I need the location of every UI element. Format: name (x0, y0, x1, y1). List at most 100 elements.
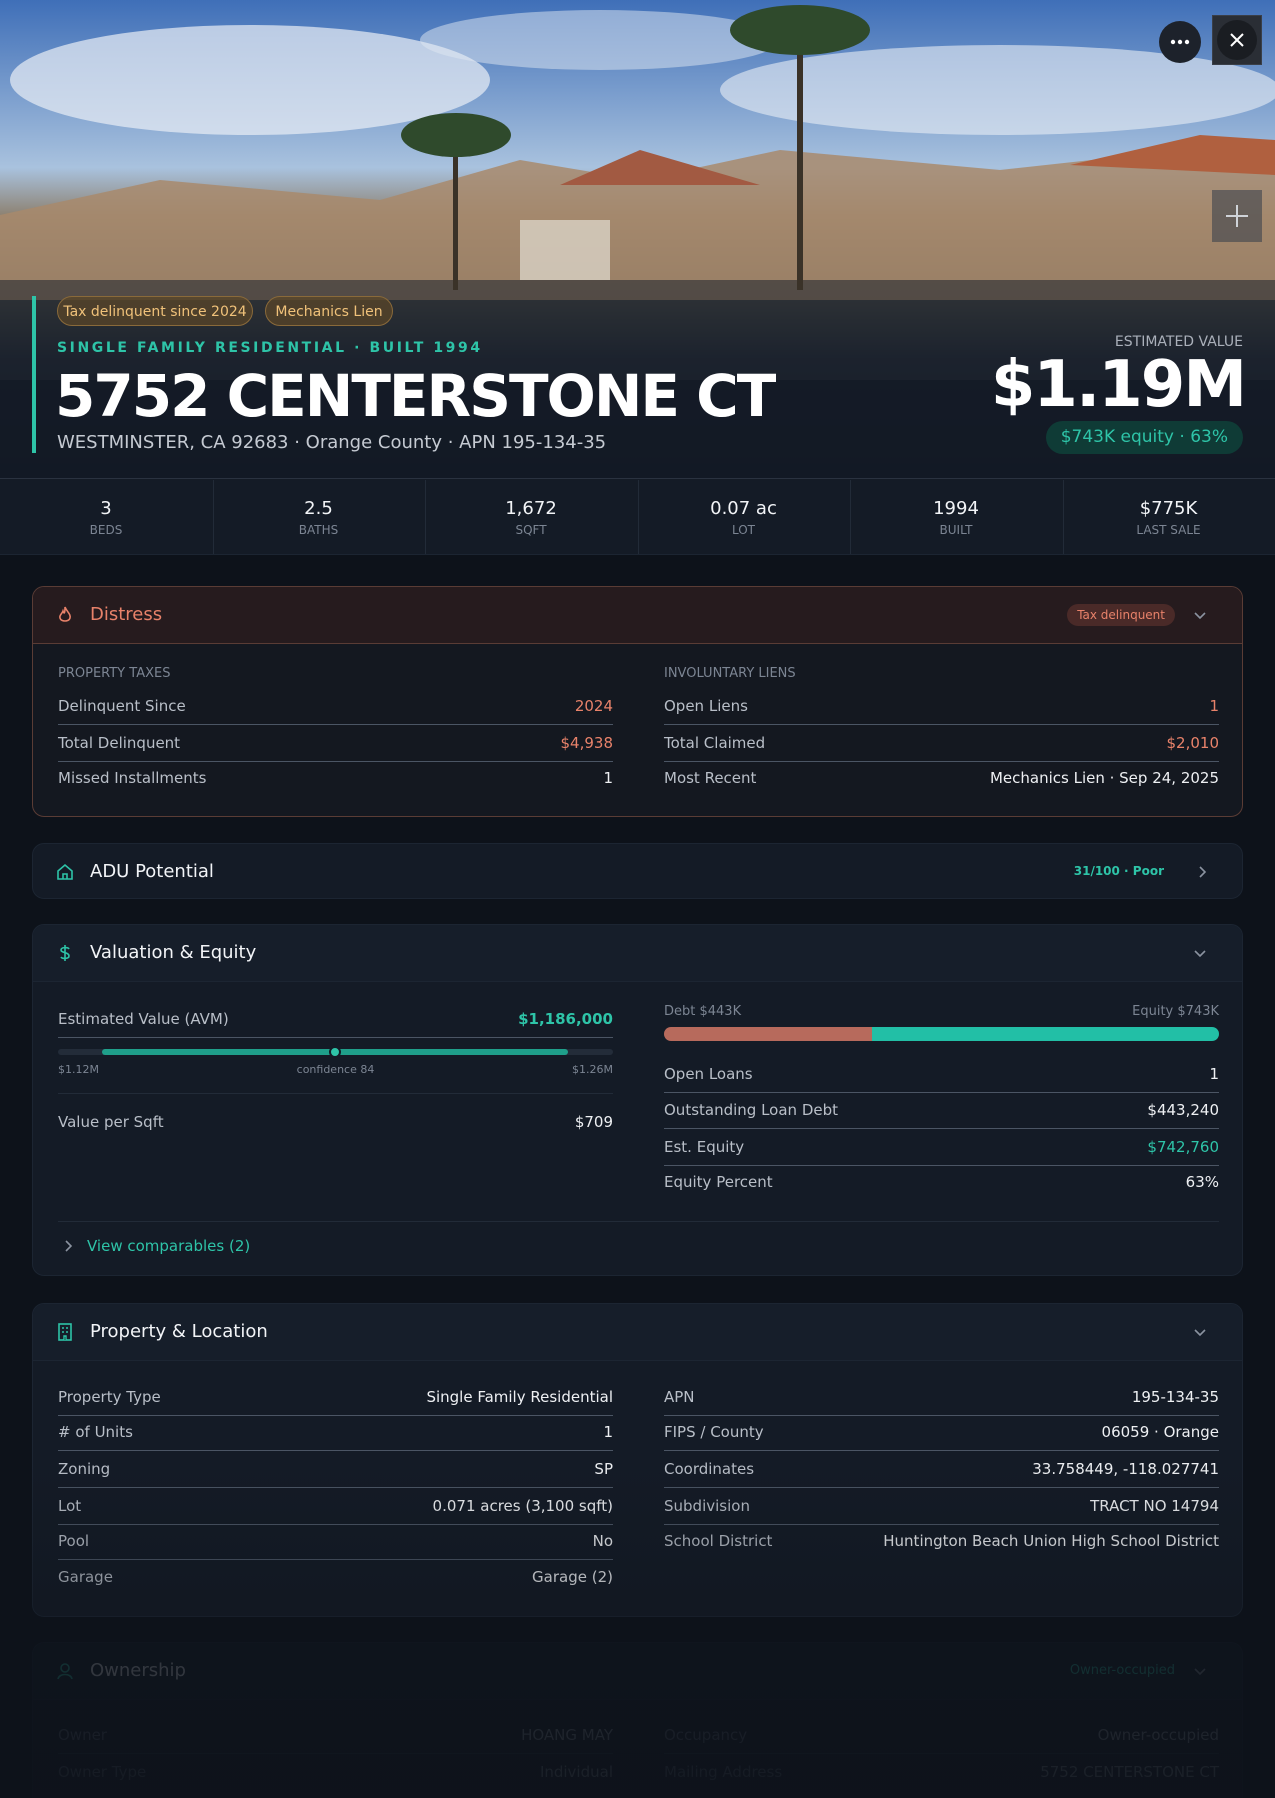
building-icon (58, 1323, 72, 1341)
row-value: 1 (1209, 1065, 1219, 1083)
comparables-link[interactable]: View comparables (2) (87, 1237, 251, 1255)
row-divider (58, 1753, 613, 1754)
debt-label: Debt $443K (664, 1004, 742, 1019)
status-badge: Tax delinquent (1067, 604, 1175, 626)
equity-pill: $743K equity · 63% (1045, 421, 1243, 454)
row-divider (58, 1559, 613, 1560)
property-card: Property & Location Property Type Single F… (32, 1303, 1243, 1617)
card-title: Valuation & Equity (90, 942, 257, 963)
section-divider (58, 1221, 1219, 1222)
property-address-title: 5752 CENTERSTONE CT (55, 362, 776, 430)
row-divider (664, 1487, 1219, 1488)
row-divider (664, 1450, 1219, 1451)
row-label: # of Units (58, 1423, 133, 1441)
row-divider (664, 761, 1219, 762)
card-header[interactable] (33, 1643, 1242, 1700)
accent-bar (32, 296, 36, 453)
row-value: Owner-occupied (1097, 1726, 1219, 1744)
card-header[interactable] (33, 1304, 1242, 1361)
chevron-icon[interactable] (1192, 607, 1208, 623)
property-address: WESTMINSTER, CA 92683 · Orange County · … (57, 432, 607, 453)
row-value: $2,010 (1166, 734, 1220, 752)
flame-icon (59, 606, 71, 622)
row-value: 195-134-35 (1131, 1388, 1219, 1406)
more-icon (1170, 39, 1190, 45)
row-value: 33.758449, -118.027741 (1032, 1460, 1219, 1478)
stat-label: SQFT (515, 523, 547, 537)
tag-pill: Mechanics Lien (265, 296, 393, 326)
row-divider (664, 1753, 1219, 1754)
row-divider (664, 724, 1219, 725)
row-divider (664, 1415, 1219, 1416)
row-value: TRACT NO 14794 (1090, 1497, 1219, 1515)
chevron-icon[interactable] (1192, 945, 1208, 961)
row-divider (58, 761, 613, 762)
stat-divider (425, 480, 426, 554)
chevron-icon[interactable] (1194, 864, 1210, 880)
row-label: APN (664, 1388, 695, 1406)
hero-border (0, 478, 1275, 479)
card-header[interactable] (33, 587, 1242, 644)
section-heading: PROPERTY TAXES (58, 666, 171, 681)
dollar-icon (60, 945, 70, 961)
row-divider (58, 1415, 613, 1416)
more-button[interactable] (1159, 21, 1201, 63)
zoom-in-button[interactable] (1212, 190, 1262, 242)
row-divider (58, 1450, 613, 1451)
row-value: 5752 CENTERSTONE CT (1040, 1763, 1219, 1781)
row-label: Total Delinquent (58, 734, 181, 752)
card-title: ADU Potential (90, 861, 214, 882)
estimated-value-label: ESTIMATED VALUE (1114, 334, 1243, 350)
row-value: Huntington Beach Union High School Distr… (883, 1532, 1219, 1550)
row-divider (58, 1524, 613, 1525)
person-icon (57, 1663, 73, 1680)
stat-value: 1994 (933, 498, 979, 519)
per-sqft-value: $709 (574, 1113, 613, 1131)
stat-value: 3 (100, 498, 112, 519)
range-high: $1.26M (572, 1063, 613, 1076)
card-title: Property & Location (90, 1321, 268, 1342)
row-label: Outstanding Loan Debt (664, 1101, 838, 1119)
home-icon (57, 863, 73, 880)
row-label: Open Liens (664, 697, 748, 715)
row-label: Delinquent Since (58, 697, 186, 715)
row-label: Most Recent (664, 769, 757, 787)
stat-label: LOT (731, 523, 756, 537)
chevron-icon[interactable] (60, 1238, 76, 1254)
status-badge: Owner-occupied (1069, 1663, 1175, 1678)
row-divider (664, 1092, 1219, 1093)
row-value: 2024 (574, 697, 613, 715)
stat-label: BUILT (939, 523, 973, 537)
equity-label: Equity $743K (1132, 1004, 1219, 1019)
row-label: Equity Percent (664, 1173, 773, 1191)
adu-score: 31/100 · Poor (1073, 864, 1164, 878)
plus-icon (1226, 205, 1248, 227)
per-sqft-label: Value per Sqft (58, 1113, 164, 1131)
row-value: $742,760 (1147, 1138, 1219, 1156)
row-label: Total Claimed (664, 734, 766, 752)
card-title: Ownership (90, 1660, 186, 1681)
chevron-icon[interactable] (1192, 1663, 1208, 1679)
card-title: Distress (90, 604, 163, 625)
adu-card[interactable]: ADU Potential 31/100 · Poor (32, 843, 1243, 899)
row-divider (664, 1524, 1219, 1525)
section-heading: INVOLUNTARY LIENS (664, 666, 796, 681)
avm-label: Estimated Value (AVM) (58, 1010, 229, 1028)
avm-value: $1,186,000 (518, 1010, 613, 1028)
stat-label: LAST SALE (1136, 523, 1201, 537)
row-label: Property Type (58, 1388, 161, 1406)
row-value: 63% (1185, 1173, 1219, 1191)
stat-label: BATHS (298, 523, 339, 537)
row-value: SP (594, 1460, 613, 1478)
row-label: Open Loans (664, 1065, 753, 1083)
close-button[interactable] (1212, 15, 1262, 65)
ownership-card: Ownership Owner-occupied Owner HOANG MAY Own… (32, 1642, 1243, 1798)
card-header[interactable] (33, 925, 1242, 982)
range-confidence: confidence 84 (296, 1063, 375, 1076)
row-value: 06059 · Orange (1101, 1423, 1219, 1441)
stat-divider (1062, 480, 1064, 554)
chevron-icon[interactable] (1192, 1324, 1208, 1340)
stat-value: 1,672 (505, 498, 557, 519)
range-marker (329, 1046, 341, 1058)
